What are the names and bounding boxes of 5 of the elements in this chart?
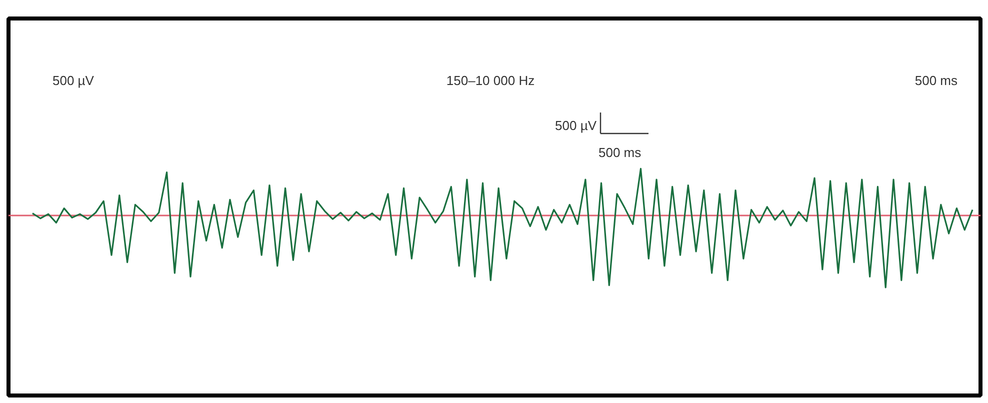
text: 150–10 000 Hz (446, 73, 535, 88)
text: 500 ms (914, 73, 958, 88)
text: 500 µV (555, 118, 597, 133)
text: 500 ms (598, 145, 642, 160)
text: 500 µV (52, 73, 94, 88)
